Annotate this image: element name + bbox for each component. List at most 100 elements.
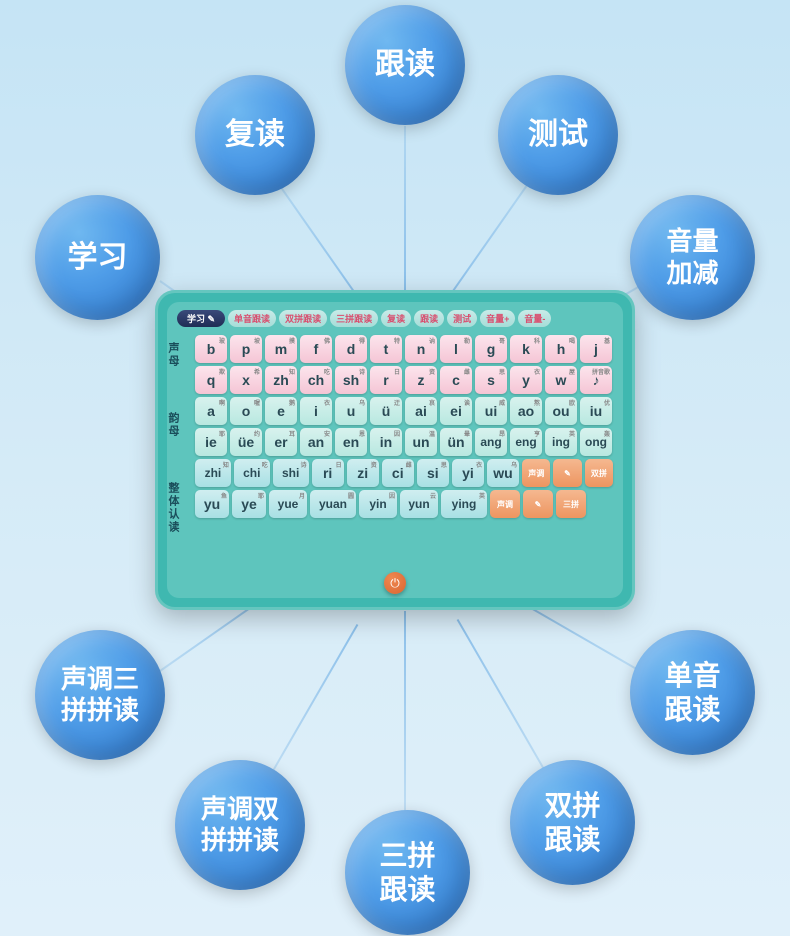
pinyin-key[interactable]: 晕ün xyxy=(440,428,472,456)
pinyin-key[interactable]: 摸m xyxy=(265,335,297,363)
pinyin-key[interactable]: 屋w xyxy=(545,366,577,394)
pinyin-key[interactable]: 思si xyxy=(417,459,449,487)
pinyin-key[interactable]: 日ri xyxy=(312,459,344,487)
pinyin-key[interactable]: 欧ou xyxy=(545,397,577,425)
mode-button[interactable]: 音量- xyxy=(518,310,551,327)
pinyin-key[interactable]: 诗shi xyxy=(273,459,309,487)
pinyin-key[interactable]: 雌ci xyxy=(382,459,414,487)
control-key[interactable]: 声调 xyxy=(490,490,520,518)
pinyin-key[interactable]: 特t xyxy=(370,335,402,363)
pinyin-key[interactable]: 月yue xyxy=(269,490,307,518)
control-key[interactable]: 双拼 xyxy=(585,459,613,487)
pinyin-key[interactable]: 轰ong xyxy=(580,428,612,456)
study-mode-pill[interactable]: 学习 ✎ xyxy=(177,310,225,327)
mode-button[interactable]: 单音跟读 xyxy=(228,310,276,327)
pinyin-key[interactable]: 资z xyxy=(405,366,437,394)
pinyin-key[interactable]: 资zi xyxy=(347,459,379,487)
pinyin-key[interactable]: 安an xyxy=(300,428,332,456)
pinyin-key[interactable]: 昂ang xyxy=(475,428,507,456)
bubble-tone2: 声调双 拼拼读 xyxy=(175,760,305,890)
pinyin-key[interactable]: 耶ie xyxy=(195,428,227,456)
connector-line xyxy=(518,600,640,672)
pinyin-key[interactable]: 圆yuan xyxy=(310,490,356,518)
pinyin-key[interactable]: 科k xyxy=(510,335,542,363)
bubble-repeat: 跟读 xyxy=(345,5,465,125)
control-key[interactable]: ✎ xyxy=(553,459,581,487)
pinyin-key[interactable]: 因yin xyxy=(359,490,397,518)
mode-button[interactable]: 测试 xyxy=(447,310,477,327)
connector-line xyxy=(269,624,358,777)
label-finals: 韵母 xyxy=(165,412,181,438)
pinyin-key[interactable]: 拼音歌♪ xyxy=(580,366,612,394)
pinyin-key[interactable]: 乌u xyxy=(335,397,367,425)
pinyin-key[interactable]: 优iu xyxy=(580,397,612,425)
pinyin-key[interactable]: 讷n xyxy=(405,335,437,363)
control-key[interactable]: 声调 xyxy=(522,459,550,487)
pinyin-key[interactable]: 希x xyxy=(230,366,262,394)
pinyin-key[interactable]: 恩en xyxy=(335,428,367,456)
pinyin-key[interactable]: 英ing xyxy=(545,428,577,456)
key-grid: 玻b坡p摸m佛f得d特t讷n勒l哥g科k喝h基j欺q希x知zh吃ch诗sh日r资… xyxy=(195,335,613,518)
connector-line xyxy=(446,180,531,300)
pinyin-key[interactable]: 耶ye xyxy=(232,490,266,518)
pinyin-key[interactable]: 知zh xyxy=(265,366,297,394)
connector-line xyxy=(279,185,361,301)
pinyin-key[interactable]: 基j xyxy=(580,335,612,363)
pinyin-key[interactable]: 威ui xyxy=(475,397,507,425)
control-key[interactable]: ✎ xyxy=(523,490,553,518)
pinyin-key[interactable]: 雌c xyxy=(440,366,472,394)
pinyin-key[interactable]: 温un xyxy=(405,428,437,456)
bubble-volume: 音量 加减 xyxy=(630,195,755,320)
label-initials: 声母 xyxy=(165,342,181,368)
pinyin-key[interactable]: 坡p xyxy=(230,335,262,363)
pinyin-key[interactable]: 欺q xyxy=(195,366,227,394)
bubble-replay: 复读 xyxy=(195,75,315,195)
mode-button[interactable]: 音量+ xyxy=(480,310,515,327)
pinyin-key[interactable]: 熬ao xyxy=(510,397,542,425)
pinyin-key[interactable]: 衣i xyxy=(300,397,332,425)
pinyin-key[interactable]: 迂ü xyxy=(370,397,402,425)
mode-button[interactable]: 双拼跟读 xyxy=(279,310,327,327)
pinyin-key[interactable]: 鹅e xyxy=(265,397,297,425)
pinyin-key[interactable]: 得d xyxy=(335,335,367,363)
control-key[interactable]: 三拼 xyxy=(556,490,586,518)
pinyin-key[interactable]: 诗sh xyxy=(335,366,367,394)
pinyin-key[interactable]: 吃chi xyxy=(234,459,270,487)
mode-button[interactable]: 复读 xyxy=(381,310,411,327)
bubble-study: 学习 xyxy=(35,195,160,320)
pinyin-key[interactable]: 哥g xyxy=(475,335,507,363)
power-button[interactable]: ⏻ xyxy=(384,572,406,594)
pinyin-tablet: 学习 ✎ 单音跟读双拼跟读三拼跟读复读跟读测试音量+音量- 声母 韵母 整体认读… xyxy=(155,290,635,610)
pinyin-key[interactable]: 哀ai xyxy=(405,397,437,425)
bubble-test: 测试 xyxy=(498,75,618,195)
pinyin-key[interactable]: 知zhi xyxy=(195,459,231,487)
pinyin-key[interactable]: 日r xyxy=(370,366,402,394)
pinyin-key[interactable]: 鱼yu xyxy=(195,490,229,518)
pinyin-key[interactable]: 云yun xyxy=(400,490,438,518)
pinyin-key[interactable]: 诶ei xyxy=(440,397,472,425)
pinyin-key[interactable]: 亨eng xyxy=(510,428,542,456)
pinyin-key[interactable]: 喔o xyxy=(230,397,262,425)
pinyin-key[interactable]: 约üe xyxy=(230,428,262,456)
pinyin-key[interactable]: 佛f xyxy=(300,335,332,363)
pinyin-key[interactable]: 衣yi xyxy=(452,459,484,487)
pinyin-key[interactable]: 耳er xyxy=(265,428,297,456)
connector-line xyxy=(404,611,406,811)
bubble-dual: 双拼 跟读 xyxy=(510,760,635,885)
pinyin-key[interactable]: 衣y xyxy=(510,366,542,394)
pinyin-key[interactable]: 因in xyxy=(370,428,402,456)
pinyin-key[interactable]: 啊a xyxy=(195,397,227,425)
mode-button[interactable]: 跟读 xyxy=(414,310,444,327)
pinyin-key[interactable]: 喝h xyxy=(545,335,577,363)
pinyin-key[interactable]: 乌wu xyxy=(487,459,519,487)
mode-button[interactable]: 三拼跟读 xyxy=(330,310,378,327)
pinyin-key[interactable]: 玻b xyxy=(195,335,227,363)
pinyin-key[interactable]: 英ying xyxy=(441,490,487,518)
connector-line xyxy=(457,619,546,772)
bubble-single: 单音 跟读 xyxy=(630,630,755,755)
label-whole: 整体认读 xyxy=(165,482,181,534)
pinyin-key[interactable]: 思s xyxy=(475,366,507,394)
pinyin-key[interactable]: 吃ch xyxy=(300,366,332,394)
tablet-screen: 学习 ✎ 单音跟读双拼跟读三拼跟读复读跟读测试音量+音量- 声母 韵母 整体认读… xyxy=(167,302,623,598)
pinyin-key[interactable]: 勒l xyxy=(440,335,472,363)
